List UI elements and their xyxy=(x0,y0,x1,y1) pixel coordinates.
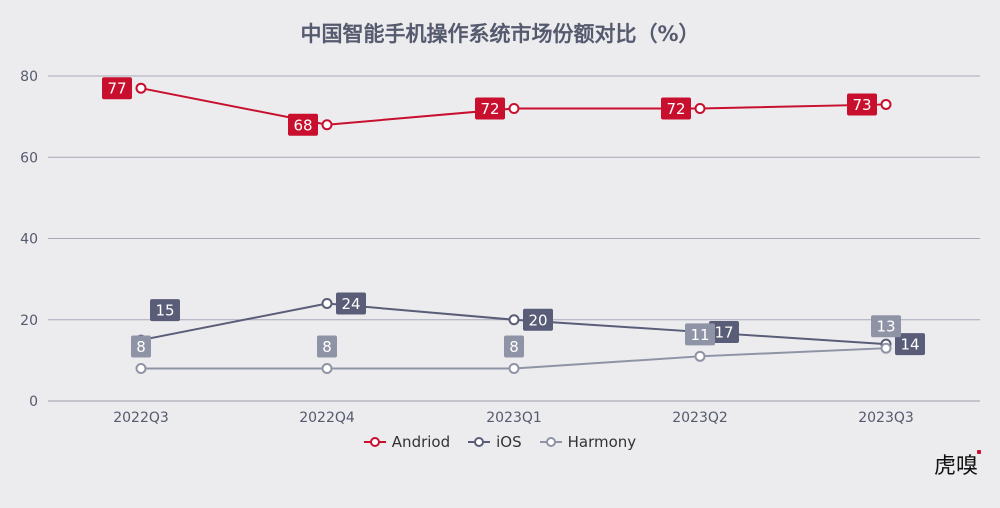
data-label-ios: 17 xyxy=(714,323,733,341)
data-label-andriod: 72 xyxy=(480,100,499,118)
y-tick-label: 40 xyxy=(20,232,38,248)
huxiu-logo: 虎嗅 xyxy=(933,448,981,480)
data-label-harmony: 8 xyxy=(136,338,146,356)
legend-label: Harmony xyxy=(567,433,637,451)
data-label-box xyxy=(661,97,691,120)
legend-marker-icon xyxy=(363,437,386,447)
legend-marker-icon xyxy=(539,437,562,447)
data-point-harmony xyxy=(135,363,147,374)
data-label-box xyxy=(685,323,715,346)
data-label-box xyxy=(847,93,877,116)
data-label-box xyxy=(475,97,505,120)
data-point-andriod xyxy=(694,103,706,114)
logo-text: 虎嗅 xyxy=(933,454,978,479)
data-label-andriod: 77 xyxy=(107,80,126,98)
data-label-ios: 14 xyxy=(900,336,919,354)
data-point-andriod xyxy=(508,103,520,114)
data-point-harmony xyxy=(508,363,520,374)
data-point-ios xyxy=(508,314,520,326)
x-tick-label: 2023Q3 xyxy=(858,410,914,426)
x-axis: 2022Q3 2022Q4 2023Q1 2023Q2 2023Q3 xyxy=(113,410,914,426)
x-tick-label: 2023Q2 xyxy=(672,410,728,426)
legend: Andriod iOS Harmony xyxy=(0,433,1000,451)
logo-dot xyxy=(977,450,981,454)
data-label-box xyxy=(317,335,337,358)
data-label-box xyxy=(336,292,366,315)
data-label-box xyxy=(523,308,553,331)
data-label-harmony: 13 xyxy=(876,318,895,336)
data-point-harmony xyxy=(694,350,706,362)
data-label-box xyxy=(131,335,151,358)
data-label-harmony: 8 xyxy=(322,338,332,356)
data-point-harmony xyxy=(880,342,892,354)
data-label-box xyxy=(895,333,925,356)
line-chart: 0 20 40 60 80 2022Q3 2022Q4 2023Q1 2023Q2 2023Q3… xyxy=(20,69,980,426)
y-tick-label: 0 xyxy=(29,394,38,410)
y-tick-label: 60 xyxy=(20,150,38,166)
data-label-harmony: 11 xyxy=(690,326,709,344)
x-tick-label: 2022Q4 xyxy=(299,410,355,426)
data-point-andriod xyxy=(880,98,892,110)
x-tick-label: 2023Q1 xyxy=(486,410,542,426)
y-tick-label: 80 xyxy=(20,69,38,85)
legend-item-andriod[interactable]: Andriod xyxy=(363,433,451,451)
data-point-andriod xyxy=(321,119,333,131)
data-label-box xyxy=(288,113,318,136)
data-label-andriod: 68 xyxy=(293,116,312,134)
data-label-box xyxy=(150,299,180,322)
data-label-ios: 20 xyxy=(528,311,547,329)
data-label-ios: 15 xyxy=(155,302,174,320)
data-label-andriod: 72 xyxy=(666,100,685,118)
data-label-layer: 77 68 72 72 73 15 24 20 17 14 8 8 8 11 13 xyxy=(102,77,925,358)
chart-title: 中国智能手机操作系统市场份额对比（%） xyxy=(300,22,700,46)
legend-label: iOS xyxy=(496,433,522,451)
data-label-box xyxy=(102,77,132,100)
data-label-andriod: 73 xyxy=(852,96,871,114)
y-axis: 0 20 40 60 80 xyxy=(20,69,38,410)
data-point-harmony xyxy=(321,363,333,374)
legend-item-harmony[interactable]: Harmony xyxy=(539,433,637,451)
series-layer xyxy=(135,82,892,374)
y-tick-label: 20 xyxy=(20,313,38,329)
data-point-andriod xyxy=(135,82,147,94)
legend-label: Andriod xyxy=(391,433,451,451)
data-label-box xyxy=(709,320,739,343)
data-label-box xyxy=(871,315,901,338)
data-label-harmony: 8 xyxy=(509,338,519,356)
x-tick-label: 2022Q3 xyxy=(113,410,169,426)
data-label-box xyxy=(504,335,524,358)
data-label-ios: 24 xyxy=(341,295,360,313)
legend-marker-icon xyxy=(468,437,491,447)
data-point-ios xyxy=(321,298,333,309)
legend-item-ios[interactable]: iOS xyxy=(468,433,522,451)
